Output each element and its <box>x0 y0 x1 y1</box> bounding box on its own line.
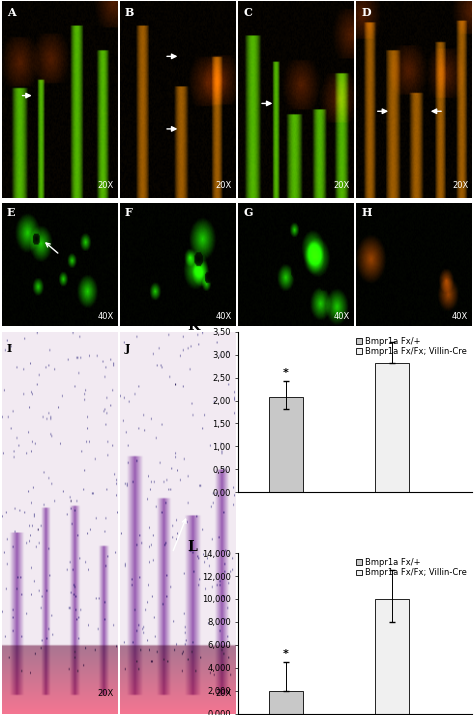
Text: 20X: 20X <box>216 181 232 189</box>
Text: 20X: 20X <box>452 181 468 189</box>
Text: *: * <box>283 649 289 659</box>
Text: A: A <box>7 7 16 19</box>
Text: 20X: 20X <box>98 689 114 699</box>
Text: H: H <box>361 207 372 218</box>
Text: I: I <box>7 343 12 354</box>
Text: 40X: 40X <box>98 312 114 321</box>
Bar <box>269 398 303 492</box>
Bar <box>269 691 303 714</box>
Legend: Bmpr1a Fx/+, Bmpr1a Fx/Fx; Villin-Cre: Bmpr1a Fx/+, Bmpr1a Fx/Fx; Villin-Cre <box>356 336 467 357</box>
Legend: Bmpr1a Fx/+, Bmpr1a Fx/Fx; Villin-Cre: Bmpr1a Fx/+, Bmpr1a Fx/Fx; Villin-Cre <box>356 557 467 578</box>
Text: 20X: 20X <box>334 181 350 189</box>
Text: J: J <box>125 343 130 354</box>
Text: 40X: 40X <box>334 312 350 321</box>
Text: 40X: 40X <box>452 312 468 321</box>
Text: 40X: 40X <box>216 312 232 321</box>
Text: E: E <box>7 207 16 218</box>
Text: 20X: 20X <box>216 689 232 699</box>
Bar <box>375 599 409 714</box>
Text: F: F <box>125 207 133 218</box>
Bar <box>375 363 409 492</box>
Text: B: B <box>125 7 135 19</box>
Text: K: K <box>187 319 200 333</box>
Text: G: G <box>243 207 253 218</box>
Text: D: D <box>361 7 371 19</box>
Text: 20X: 20X <box>98 181 114 189</box>
Text: C: C <box>243 7 252 19</box>
Text: L: L <box>187 541 197 554</box>
Text: *: * <box>283 368 289 378</box>
